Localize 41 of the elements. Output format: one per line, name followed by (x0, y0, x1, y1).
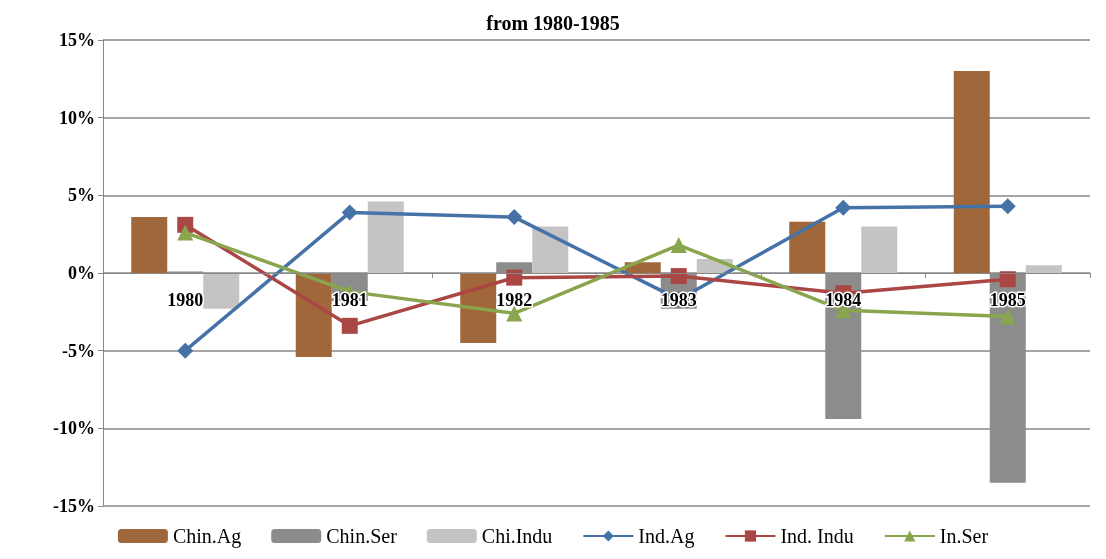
point (177, 224, 194, 241)
legend-label: Ind. Indu (780, 525, 854, 547)
y-tick-label: 0% (68, 263, 95, 283)
bar (953, 71, 990, 273)
y-tick-label: 5% (68, 185, 95, 206)
legend-label: Chin.Ag (172, 525, 242, 548)
y-tick-label: -5% (62, 340, 95, 361)
point (506, 269, 523, 286)
point (670, 237, 687, 254)
bar (367, 201, 404, 273)
point (341, 204, 358, 221)
point (506, 305, 523, 322)
point (999, 308, 1016, 325)
point (506, 209, 523, 226)
point (341, 317, 358, 334)
chart-title: from 1980-1985 (486, 12, 620, 34)
bar (861, 226, 898, 273)
x-tick-label: 1980 (167, 290, 204, 310)
bar (789, 221, 826, 273)
x-tick-label: 1982 (496, 290, 533, 310)
legend-label: Chin.Ser (326, 525, 398, 547)
y-tick-label: -10% (53, 418, 95, 439)
legend-label: Ind.Ag (638, 525, 695, 548)
bar (532, 226, 569, 273)
x-tick-label: 1983 (660, 290, 697, 310)
point (999, 198, 1016, 215)
x-tick-label: 1984 (825, 290, 862, 310)
y-tick-label: -15% (53, 496, 95, 516)
legend-label: Chi.Indu (481, 525, 553, 547)
point (999, 271, 1016, 288)
bar (295, 273, 332, 357)
point (177, 342, 194, 359)
legend-label: In.Ser (939, 525, 989, 547)
y-tick-label: 10% (59, 107, 95, 128)
point (670, 268, 687, 285)
point (835, 199, 852, 216)
y-tick-label: 15% (59, 30, 95, 50)
x-tick-label: 1985 (989, 290, 1026, 310)
bar (131, 217, 168, 273)
bar (203, 273, 240, 309)
bar (1025, 265, 1062, 273)
